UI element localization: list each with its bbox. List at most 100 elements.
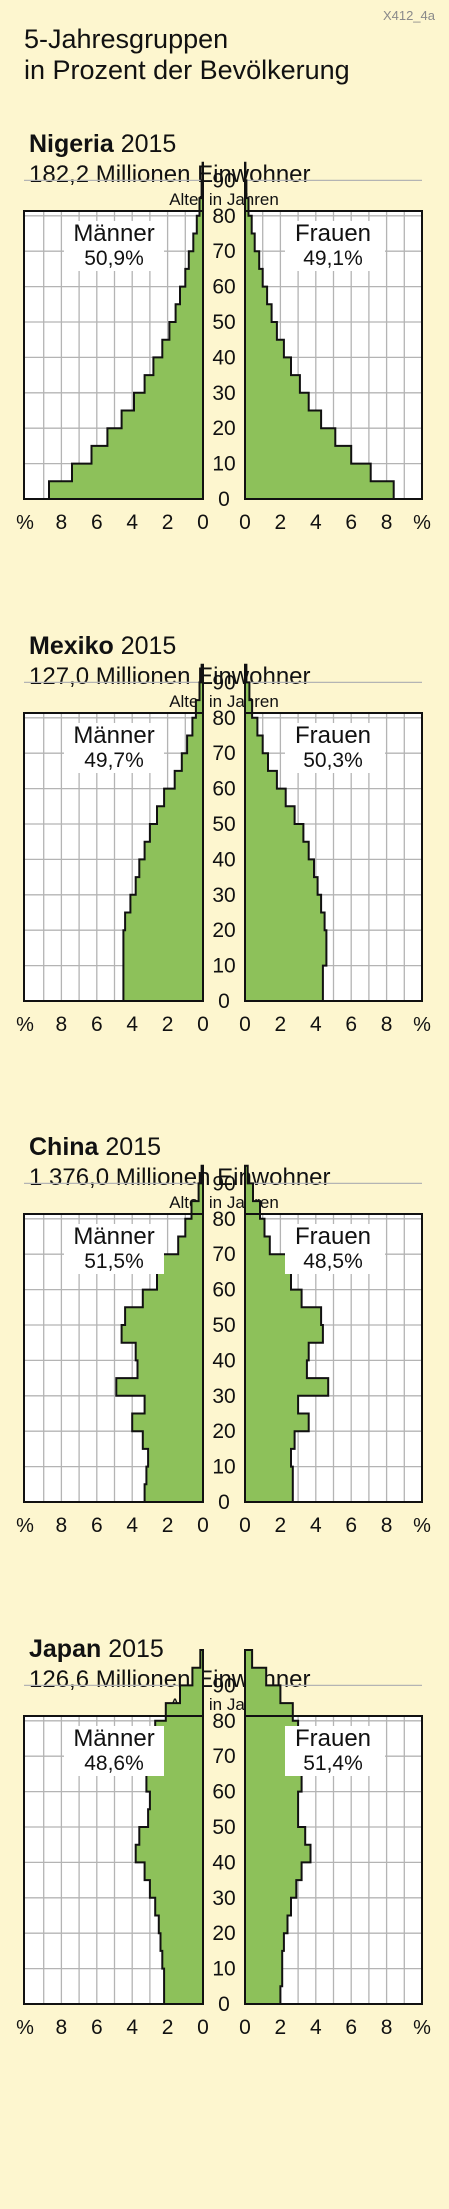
age-tick-20: 20 — [212, 1922, 235, 1945]
chart-title: Japan 2015 — [29, 1635, 164, 1663]
male-share: 51,5% — [84, 1250, 144, 1273]
population-label: 182,2 Millionen Einwohner — [29, 161, 311, 188]
country-name: China — [29, 1133, 100, 1161]
age-tick-90: 90 — [212, 1674, 235, 1697]
female-legend-bg — [285, 221, 385, 271]
female-label: Frauen — [295, 722, 371, 749]
male-pct-tick-4: 4 — [126, 2016, 138, 2039]
male-percent-sign: % — [16, 1014, 34, 1036]
male-share: 48,6% — [84, 1752, 144, 1775]
female-pct-tick-6: 6 — [345, 2016, 357, 2039]
age-tick-80: 80 — [212, 205, 235, 228]
page-title-line-1: 5-Jahresgruppen — [24, 24, 229, 54]
female-bars — [244, 161, 395, 500]
age-tick-60: 60 — [212, 276, 235, 299]
age-tick-10: 10 — [212, 1958, 235, 1981]
page-title: 5-Jahresgruppen in Prozent der Bevölkeru… — [24, 24, 350, 86]
male-percent-sign: % — [16, 1515, 34, 1537]
male-legend-bg — [64, 723, 164, 773]
page-title-line-2: in Prozent der Bevölkerung — [24, 55, 350, 85]
female-pct-tick-4: 4 — [310, 1013, 322, 1036]
age-tick-40: 40 — [212, 346, 235, 369]
female-legend-bg — [285, 723, 385, 773]
male-pct-tick-0: 0 — [197, 1013, 209, 1036]
female-pct-tick-2: 2 — [275, 2016, 287, 2039]
age-tick-30: 30 — [212, 1887, 235, 1910]
male-bars — [115, 1164, 204, 1503]
male-pct-tick-4: 4 — [126, 511, 138, 534]
male-plot-frame — [23, 1213, 204, 1503]
female-legend-bg — [285, 1224, 385, 1274]
age-tick-40: 40 — [212, 848, 235, 871]
male-label: Männer — [73, 1223, 154, 1250]
male-pct-tick-2: 2 — [162, 511, 174, 534]
chart-title: Mexiko 2015 — [29, 632, 176, 660]
female-pct-tick-2: 2 — [275, 1013, 287, 1036]
country-name: Nigeria — [29, 130, 115, 158]
female-plot-frame — [244, 210, 423, 500]
chart-title: China 2015 — [29, 1133, 161, 1161]
age-tick-40: 40 — [212, 1851, 235, 1874]
female-label: Frauen — [295, 1223, 371, 1250]
female-plot-frame — [244, 712, 423, 1002]
female-label: Frauen — [295, 1725, 371, 1752]
country-name: Japan — [29, 1635, 101, 1663]
age-tick-90: 90 — [212, 671, 235, 694]
age-tick-60: 60 — [212, 778, 235, 801]
chart-year: 2015 — [101, 1635, 164, 1663]
male-percent-sign: % — [16, 2017, 34, 2039]
age-tick-0: 0 — [218, 488, 230, 511]
male-pct-tick-0: 0 — [197, 511, 209, 534]
male-pct-tick-8: 8 — [56, 2016, 68, 2039]
male-pct-tick-0: 0 — [197, 1514, 209, 1537]
age-tick-20: 20 — [212, 1420, 235, 1443]
male-plot-frame — [23, 712, 204, 1002]
age-tick-20: 20 — [212, 417, 235, 440]
male-pct-tick-2: 2 — [162, 1013, 174, 1036]
pyramid-nigeria: Nigeria 2015 182,2 Millionen Einwohner Alt… — [16, 130, 431, 534]
male-plot-frame — [23, 210, 204, 500]
age-axis-label: Alter in Jahren — [169, 190, 279, 209]
female-percent-sign: % — [413, 2017, 431, 2039]
age-tick-30: 30 — [212, 382, 235, 405]
age-tick-80: 80 — [212, 1208, 235, 1231]
female-pct-tick-0: 0 — [239, 1013, 251, 1036]
female-bars — [244, 1164, 330, 1503]
male-pct-tick-6: 6 — [91, 2016, 103, 2039]
male-pct-tick-8: 8 — [56, 511, 68, 534]
age-tick-50: 50 — [212, 813, 235, 836]
female-share: 48,5% — [303, 1250, 363, 1273]
female-share: 50,3% — [303, 749, 363, 772]
age-tick-80: 80 — [212, 1710, 235, 1733]
chart-year: 2015 — [98, 1133, 161, 1161]
female-legend-bg — [285, 1726, 385, 1776]
female-plot-frame — [244, 1213, 423, 1503]
age-tick-60: 60 — [212, 1279, 235, 1302]
country-name: Mexiko — [29, 632, 114, 660]
female-pct-tick-4: 4 — [310, 511, 322, 534]
map-code: X412_4a — [382, 8, 435, 23]
male-pct-tick-4: 4 — [126, 1013, 138, 1036]
age-tick-10: 10 — [212, 453, 235, 476]
female-percent-sign: % — [413, 512, 431, 534]
age-tick-10: 10 — [212, 1456, 235, 1479]
age-tick-0: 0 — [218, 990, 230, 1013]
chart-year: 2015 — [114, 632, 177, 660]
male-bars — [48, 161, 204, 500]
age-tick-70: 70 — [212, 742, 235, 765]
male-pct-tick-8: 8 — [56, 1514, 68, 1537]
population-label: 1 376,0 Millionen Einwohner — [29, 1164, 331, 1191]
female-bars — [244, 663, 328, 1002]
population-label: 127,0 Millionen Einwohner — [29, 663, 311, 690]
male-label: Männer — [73, 722, 154, 749]
male-legend-bg — [64, 1224, 164, 1274]
male-pct-tick-2: 2 — [162, 1514, 174, 1537]
male-plot-frame — [23, 1715, 204, 2005]
female-pct-tick-2: 2 — [275, 511, 287, 534]
age-tick-90: 90 — [212, 169, 235, 192]
chart-title: Nigeria 2015 — [29, 130, 176, 158]
female-pct-tick-2: 2 — [275, 1514, 287, 1537]
male-share: 50,9% — [84, 247, 144, 270]
